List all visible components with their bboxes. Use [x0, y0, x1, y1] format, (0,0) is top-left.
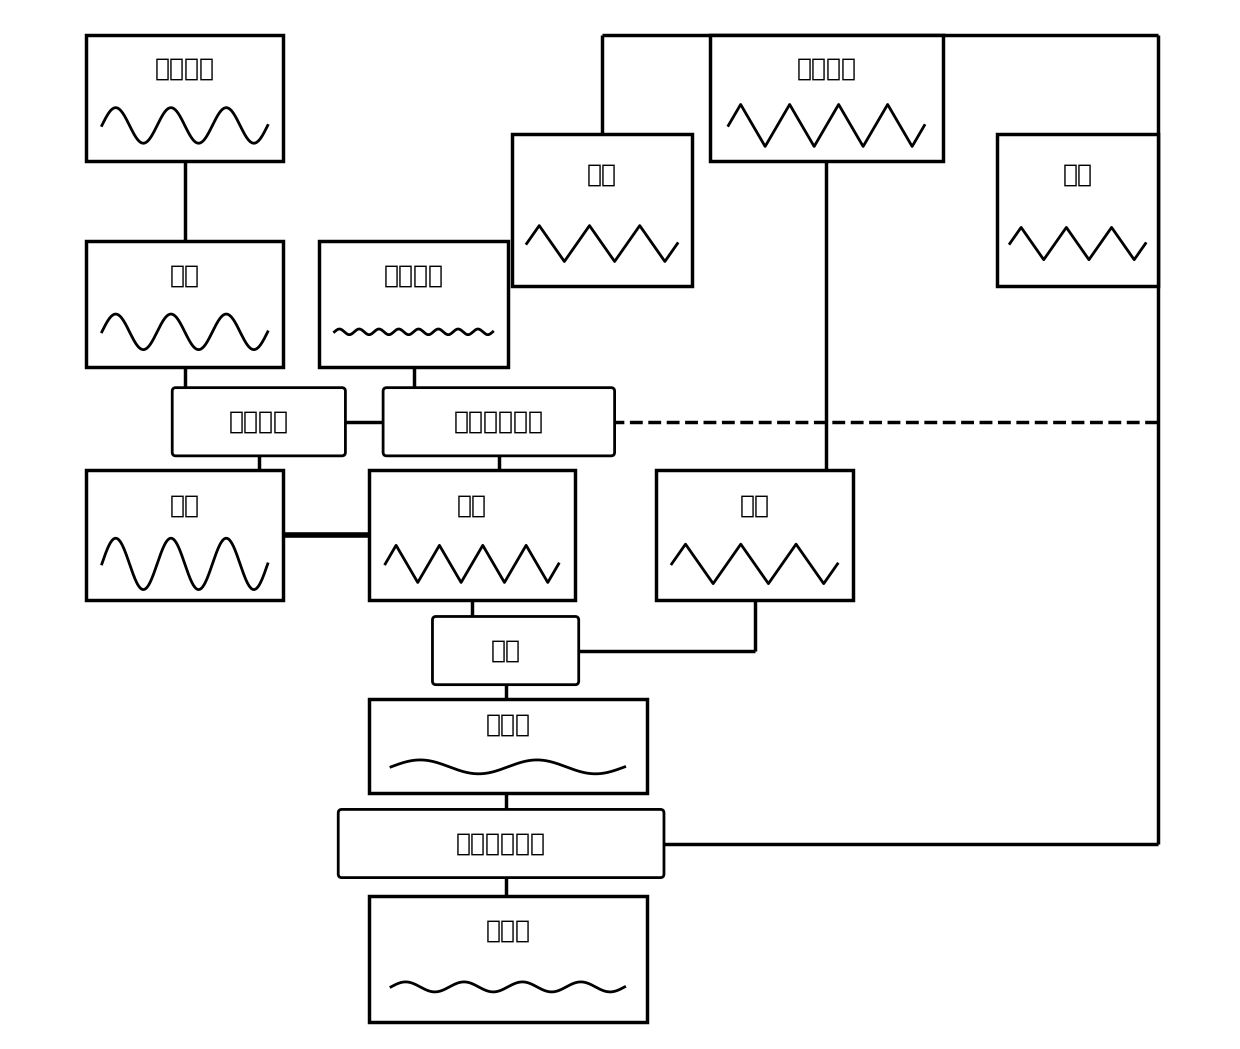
FancyBboxPatch shape: [86, 241, 284, 367]
Text: 蜃轮: 蜃轮: [456, 493, 487, 517]
FancyBboxPatch shape: [368, 470, 575, 600]
FancyBboxPatch shape: [997, 133, 1158, 286]
FancyBboxPatch shape: [172, 388, 346, 456]
Text: 滚刀磨床: 滚刀磨床: [155, 57, 215, 81]
FancyBboxPatch shape: [368, 699, 647, 793]
Text: 阻力劔、珑齿: 阻力劔、珑齿: [456, 832, 546, 856]
Text: 剥刀: 剥刀: [587, 163, 618, 187]
FancyBboxPatch shape: [709, 35, 944, 160]
FancyBboxPatch shape: [383, 388, 615, 456]
Text: 展成切齿: 展成切齿: [229, 410, 289, 433]
Text: 装配: 装配: [491, 639, 521, 663]
Text: 强力劔、珑齿: 强力劔、珑齿: [454, 410, 544, 433]
Text: 蜃杆: 蜃杆: [739, 493, 770, 517]
Text: 蜃轮: 蜃轮: [170, 493, 200, 517]
FancyBboxPatch shape: [86, 35, 284, 160]
Text: 滚刀: 滚刀: [170, 263, 200, 287]
FancyBboxPatch shape: [512, 133, 692, 286]
FancyBboxPatch shape: [368, 897, 647, 1022]
FancyBboxPatch shape: [339, 810, 663, 878]
FancyBboxPatch shape: [320, 241, 508, 367]
Text: 蜃杆磨床: 蜃杆磨床: [796, 57, 857, 81]
FancyBboxPatch shape: [86, 470, 284, 600]
Text: 蜃轮副: 蜃轮副: [485, 712, 531, 736]
FancyBboxPatch shape: [433, 617, 579, 685]
Text: 蜃轮母机: 蜃轮母机: [383, 263, 444, 287]
Text: 珑轮: 珑轮: [1063, 163, 1092, 187]
FancyBboxPatch shape: [656, 470, 853, 600]
Text: 蜃轮副: 蜃轮副: [485, 918, 531, 942]
